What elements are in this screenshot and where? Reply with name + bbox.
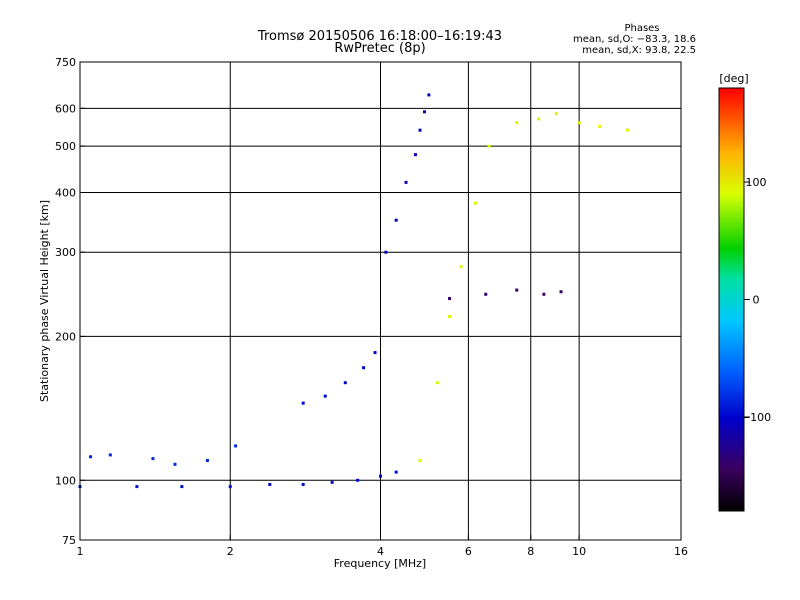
- echo-point: [108, 453, 112, 457]
- echo-points: [78, 93, 629, 489]
- echo-point: [301, 482, 305, 486]
- echo-point: [427, 93, 431, 97]
- x-tick-label: 4: [377, 545, 384, 558]
- x-tick-label: 6: [465, 545, 472, 558]
- echo-point: [542, 292, 546, 296]
- y-tick-label: 300: [55, 246, 76, 259]
- x-tick-label: 10: [572, 545, 586, 558]
- echo-point: [484, 292, 488, 296]
- y-tick-label: 600: [55, 102, 76, 115]
- echo-point: [89, 455, 93, 459]
- colorbar-tick-label: 0: [753, 294, 760, 307]
- echo-point: [301, 401, 305, 405]
- x-tick-label: 8: [527, 545, 534, 558]
- echo-point: [537, 117, 541, 121]
- chart-subtitle: RwPretec (8p): [334, 41, 425, 56]
- echo-point: [343, 381, 347, 385]
- y-tick-label: 400: [55, 186, 76, 199]
- echo-point: [373, 351, 377, 355]
- echo-point: [379, 474, 382, 478]
- echo-point: [180, 485, 184, 489]
- echo-point: [559, 290, 563, 294]
- echo-point: [413, 153, 417, 157]
- y-axis-label: Stationary phase Virtual Height [km]: [38, 200, 51, 402]
- echo-point: [151, 457, 155, 461]
- y-tick-label: 750: [55, 56, 76, 69]
- y-tick-label: 200: [55, 330, 76, 343]
- echo-point: [268, 482, 272, 486]
- phase-stats-heading: Phases: [624, 23, 659, 34]
- echo-point: [394, 470, 398, 474]
- y-tick-label: 500: [55, 140, 76, 153]
- echo-point: [577, 121, 581, 125]
- x-tick-label: 1: [77, 545, 84, 558]
- phase-colorbar: [718, 87, 745, 512]
- echo-point: [459, 265, 463, 269]
- echo-point: [135, 485, 139, 489]
- echo-point: [404, 180, 408, 184]
- colorbar-tick-label: −100: [741, 411, 771, 424]
- echo-point: [422, 110, 426, 114]
- echo-point: [448, 297, 452, 301]
- echo-point: [362, 366, 366, 370]
- echo-point: [448, 315, 452, 319]
- x-axis-ticks: 1 2 4 6 8 10 16: [77, 535, 688, 558]
- echo-point: [515, 288, 519, 292]
- echo-point: [598, 124, 602, 128]
- echo-point: [487, 144, 491, 148]
- grid-lines: [80, 62, 681, 540]
- echo-point: [515, 121, 519, 125]
- echo-point: [418, 128, 422, 132]
- colorbar-tick-label: 100: [746, 176, 767, 189]
- echo-point: [473, 201, 477, 205]
- echo-point: [418, 458, 422, 462]
- echo-point: [356, 478, 360, 482]
- y-axis-ticks: 75 100 200 300 400 500 600 750: [55, 56, 85, 547]
- echo-point: [384, 250, 388, 254]
- echo-point: [330, 480, 334, 484]
- echo-point: [435, 381, 439, 385]
- phase-stats-o: mean, sd,O: −83.3, 18.6: [573, 34, 696, 45]
- y-tick-label: 100: [55, 474, 76, 487]
- chart-title: Tromsø 20150506 16:18:00–16:19:43: [257, 29, 502, 44]
- colorbar-ticks: 100 0 −100: [741, 176, 771, 424]
- echo-point: [234, 444, 238, 448]
- echo-point: [554, 112, 558, 116]
- echo-point: [323, 394, 327, 398]
- y-tick-label: 75: [62, 534, 76, 547]
- phase-stats-x: mean, sd,X: 93.8, 22.5: [582, 45, 696, 56]
- echo-point: [625, 128, 629, 132]
- echo-point: [228, 485, 232, 489]
- echo-point: [173, 462, 177, 466]
- x-tick-label: 2: [227, 545, 234, 558]
- echo-point: [205, 458, 209, 462]
- x-axis-label: Frequency [MHz]: [334, 557, 426, 570]
- colorbar-unit-label: [deg]: [719, 72, 748, 85]
- x-tick-label: 16: [674, 545, 688, 558]
- echo-point: [394, 218, 398, 222]
